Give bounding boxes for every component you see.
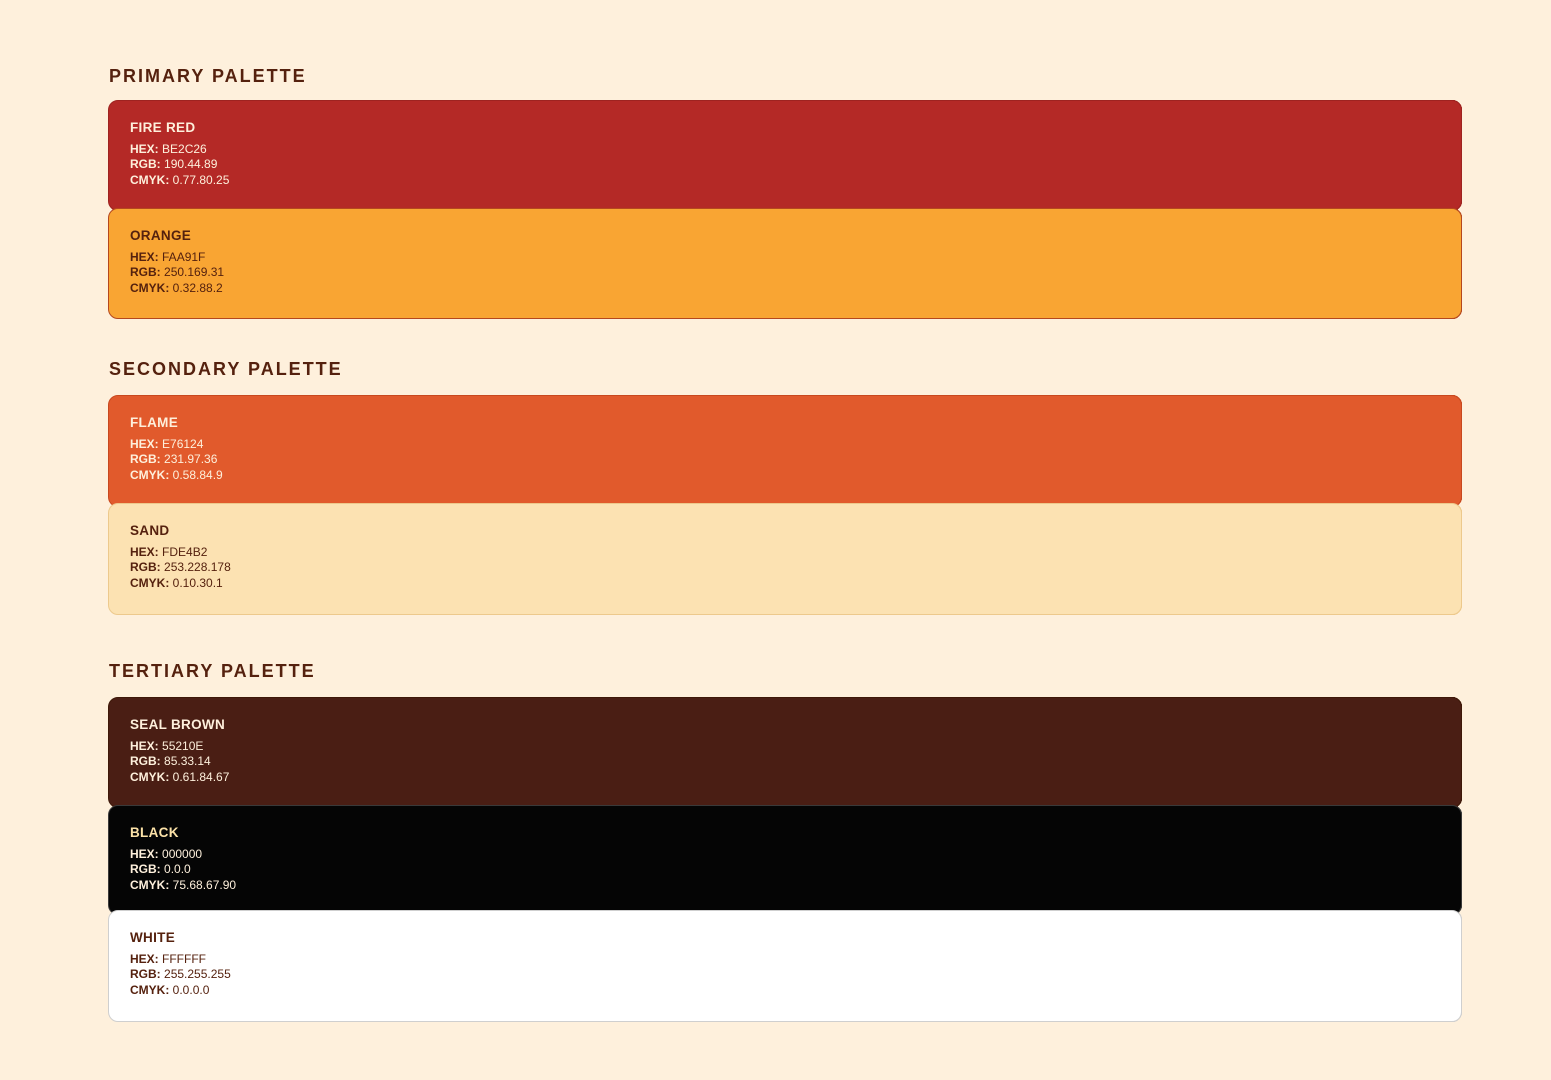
color-swatch-orange-1 [108, 208, 1462, 319]
section-title-tertiary: TERTIARY PALETTE [109, 661, 316, 681]
hex-value: FAA91F [162, 249, 206, 264]
color-info-black: BLACK HEX: 000000 RGB: 0.0.0 CMYK: 75.68.67… [130, 825, 236, 893]
rgb-line: RGB: 0.0.0 [130, 862, 236, 878]
rgb-value: 190.44.89 [164, 157, 218, 171]
rgb-line: RGB: 253.228.178 [130, 560, 231, 576]
hex-label: HEX: [130, 738, 159, 753]
hex-line: HEX: 000000 [130, 847, 236, 863]
color-name: FIRE RED [130, 120, 196, 135]
color-swatch-fire-red-1 [108, 100, 1462, 211]
color-swatch-white-1 [108, 910, 1462, 1022]
rgb-label: RGB: [130, 560, 161, 574]
cmyk-line: CMYK: 75.68.67.90 [130, 878, 236, 894]
palette-row-seal-brown: SEAL BROWN HEX: 55210E RGB: 85.33.14 CMYK: … [108, 697, 1462, 808]
hex-label: HEX: [130, 436, 159, 451]
palette-row-flame: FLAME HEX: E76124 RGB: 231.97.36 CMYK: 0.58… [108, 395, 1462, 507]
color-name: FLAME [130, 415, 178, 430]
color-swatch-sand-1 [108, 503, 1462, 615]
hex-value: 55210E [162, 738, 204, 753]
rgb-label: RGB: [130, 452, 161, 466]
hex-label: HEX: [130, 141, 159, 156]
cmyk-value: 0.58.84.9 [172, 467, 223, 482]
rgb-line: RGB: 250.169.31 [130, 265, 224, 281]
rgb-label: RGB: [130, 265, 161, 279]
color-name: BLACK [130, 825, 179, 840]
color-info-flame: FLAME HEX: E76124 RGB: 231.97.36 CMYK: 0.58… [130, 415, 223, 483]
cmyk-line: CMYK: 0.77.80.25 [130, 173, 229, 189]
cmyk-label: CMYK: [130, 467, 170, 482]
cmyk-line: CMYK: 0.10.30.1 [130, 576, 231, 592]
rgb-label: RGB: [130, 862, 161, 876]
hex-value: FDE4B2 [162, 544, 208, 559]
hex-value: BE2C26 [162, 141, 207, 156]
cmyk-value: 0.77.80.25 [172, 172, 230, 187]
cmyk-value: 75.68.67.90 [172, 877, 237, 892]
color-info-seal-brown: SEAL BROWN HEX: 55210E RGB: 85.33.14 CMYK: … [130, 717, 229, 785]
color-swatch-black-1 [108, 805, 1462, 915]
cmyk-label: CMYK: [130, 769, 170, 784]
color-swatch-flame-1 [108, 395, 1462, 507]
hex-label: HEX: [130, 249, 159, 264]
palette-row-sand: SAND HEX: FDE4B2 RGB: 253.228.178 CMYK: 0.1… [108, 503, 1462, 615]
palette-row-fire-red: FIRE RED HEX: BE2C26 RGB: 190.44.89 CMYK: 0… [108, 100, 1462, 211]
rgb-value: 255.255.255 [164, 967, 231, 981]
color-info-orange: ORANGE HEX: FAA91F RGB: 250.169.31 CMYK: 0.… [130, 228, 224, 296]
hex-label: HEX: [130, 544, 159, 559]
rgb-value: 250.169.31 [164, 265, 225, 279]
cmyk-label: CMYK: [130, 877, 170, 892]
rgb-value: 85.33.14 [164, 754, 211, 768]
rgb-value: 231.97.36 [164, 452, 218, 466]
cmyk-label: CMYK: [130, 982, 170, 997]
palette-row-black: BLACK HEX: 000000 RGB: 0.0.0 CMYK: 75.68.67… [108, 805, 1462, 915]
section-title-primary: PRIMARY PALETTE [109, 66, 307, 86]
hex-line: HEX: FFFFFF [130, 952, 231, 968]
section-title-secondary: SECONDARY PALETTE [109, 359, 343, 379]
rgb-label: RGB: [130, 157, 161, 171]
hex-line: HEX: E76124 [130, 437, 223, 453]
color-name: SAND [130, 523, 170, 538]
cmyk-line: CMYK: 0.0.0.0 [130, 983, 231, 999]
color-name: ORANGE [130, 228, 192, 243]
cmyk-value: 0.10.30.1 [172, 575, 223, 590]
hex-line: HEX: BE2C26 [130, 142, 229, 158]
color-info-fire-red: FIRE RED HEX: BE2C26 RGB: 190.44.89 CMYK: 0… [130, 120, 229, 188]
palette-row-orange: ORANGE HEX: FAA91F RGB: 250.169.31 CMYK: 0.… [108, 208, 1462, 319]
rgb-line: RGB: 85.33.14 [130, 754, 229, 770]
rgb-label: RGB: [130, 967, 161, 981]
cmyk-line: CMYK: 0.58.84.9 [130, 468, 223, 484]
color-name: SEAL BROWN [130, 717, 226, 732]
rgb-value: 253.228.178 [164, 560, 231, 574]
rgb-line: RGB: 231.97.36 [130, 452, 223, 468]
cmyk-line: CMYK: 0.61.84.67 [130, 770, 229, 786]
cmyk-label: CMYK: [130, 172, 170, 187]
cmyk-value: 0.32.88.2 [172, 280, 223, 295]
cmyk-line: CMYK: 0.32.88.2 [130, 281, 224, 297]
rgb-label: RGB: [130, 754, 161, 768]
cmyk-label: CMYK: [130, 575, 170, 590]
hex-value: FFFFFF [162, 951, 206, 966]
rgb-line: RGB: 255.255.255 [130, 967, 231, 983]
color-swatch-seal-brown-1 [108, 697, 1462, 808]
hex-value: E76124 [162, 436, 204, 451]
rgb-line: RGB: 190.44.89 [130, 157, 229, 173]
color-info-white: WHITE HEX: FFFFFF RGB: 255.255.255 CMYK: 0.… [130, 930, 231, 998]
hex-line: HEX: FDE4B2 [130, 545, 231, 561]
hex-label: HEX: [130, 846, 159, 861]
cmyk-label: CMYK: [130, 280, 170, 295]
hex-value: 000000 [162, 846, 203, 861]
hex-line: HEX: 55210E [130, 739, 229, 755]
cmyk-value: 0.0.0.0 [172, 982, 210, 997]
rgb-value: 0.0.0 [164, 862, 191, 876]
color-info-sand: SAND HEX: FDE4B2 RGB: 253.228.178 CMYK: 0.1… [130, 523, 231, 591]
color-name: WHITE [130, 930, 175, 945]
cmyk-value: 0.61.84.67 [172, 769, 230, 784]
palette-row-white: WHITE HEX: FFFFFF RGB: 255.255.255 CMYK: 0.… [108, 910, 1462, 1022]
hex-label: HEX: [130, 951, 159, 966]
hex-line: HEX: FAA91F [130, 250, 224, 266]
